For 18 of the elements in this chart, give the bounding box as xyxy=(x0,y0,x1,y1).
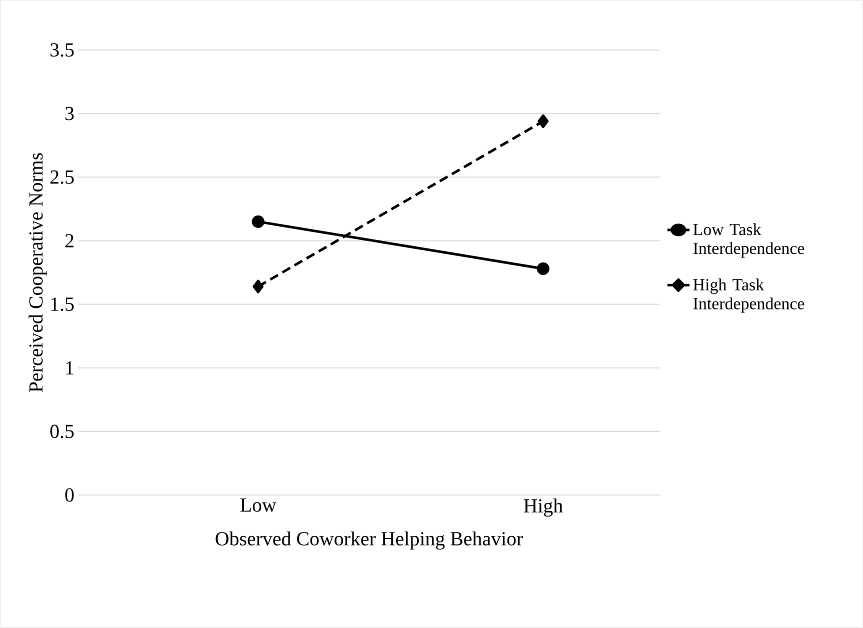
y-tick-label: 3.5 xyxy=(50,43,74,57)
y-tick-label: 1.5 xyxy=(51,298,74,311)
y-tick-label: 2 xyxy=(65,234,74,248)
point xyxy=(538,114,549,128)
legend-label: Low Task Interdependence xyxy=(693,223,804,258)
point xyxy=(252,215,264,228)
y-tick-label: 0.5 xyxy=(50,424,74,438)
point xyxy=(252,280,264,294)
y-tick-label: 2.5 xyxy=(50,170,74,184)
y-tick-label: 3 xyxy=(65,106,74,120)
x-tick-label: Low xyxy=(240,498,276,512)
y-tick-label: 0 xyxy=(65,488,74,502)
y-axis-title: Perceived Cooperative Norms xyxy=(28,153,47,392)
y-tick-label: 1 xyxy=(66,361,74,374)
x-tick-label: High xyxy=(524,498,563,517)
x-axis-title: Observed Coworker Helping Behavior xyxy=(216,531,523,550)
legend-label: High Task Interdependence xyxy=(693,278,804,313)
point xyxy=(536,262,550,275)
